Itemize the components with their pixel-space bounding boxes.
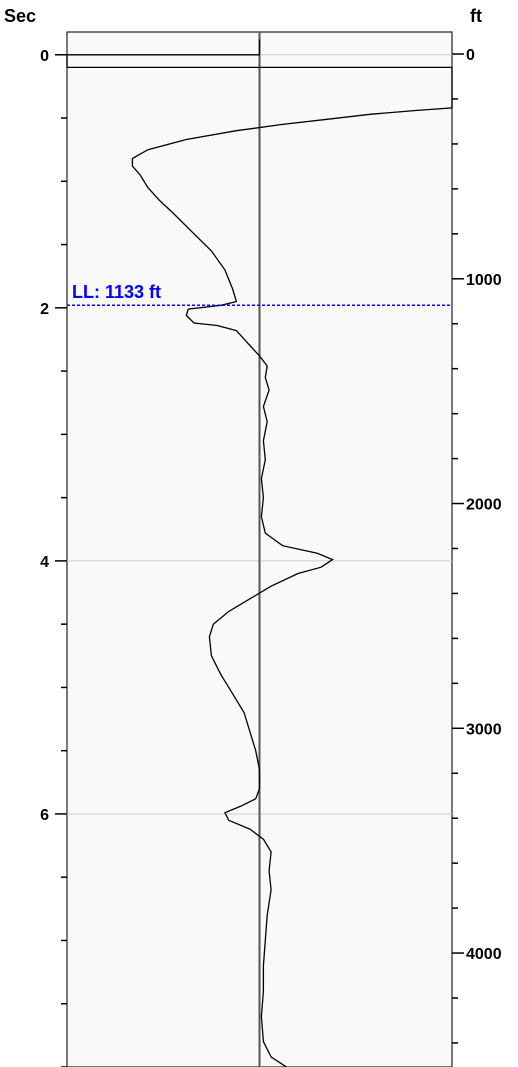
right-tick-label: 4000 (466, 946, 502, 963)
left-axis-title: Sec (4, 6, 36, 26)
marker-label: LL: 1133 ft (72, 282, 161, 302)
left-tick-label: 0 (40, 48, 49, 65)
right-axis-title: ft (470, 6, 482, 26)
right-tick-label: 2000 (466, 497, 502, 514)
left-tick-label: 2 (40, 301, 49, 318)
left-tick-label: 4 (40, 554, 49, 571)
left-tick-label: 6 (40, 807, 49, 824)
right-axis: 0 1000 2000 3000 4000 (452, 47, 502, 1044)
right-tick-label: 3000 (466, 721, 502, 738)
right-tick-label: 1000 (466, 272, 502, 289)
right-tick-label: 0 (466, 47, 475, 64)
left-axis: 0 2 4 6 (40, 48, 67, 1067)
series-line (66, 39, 453, 1067)
